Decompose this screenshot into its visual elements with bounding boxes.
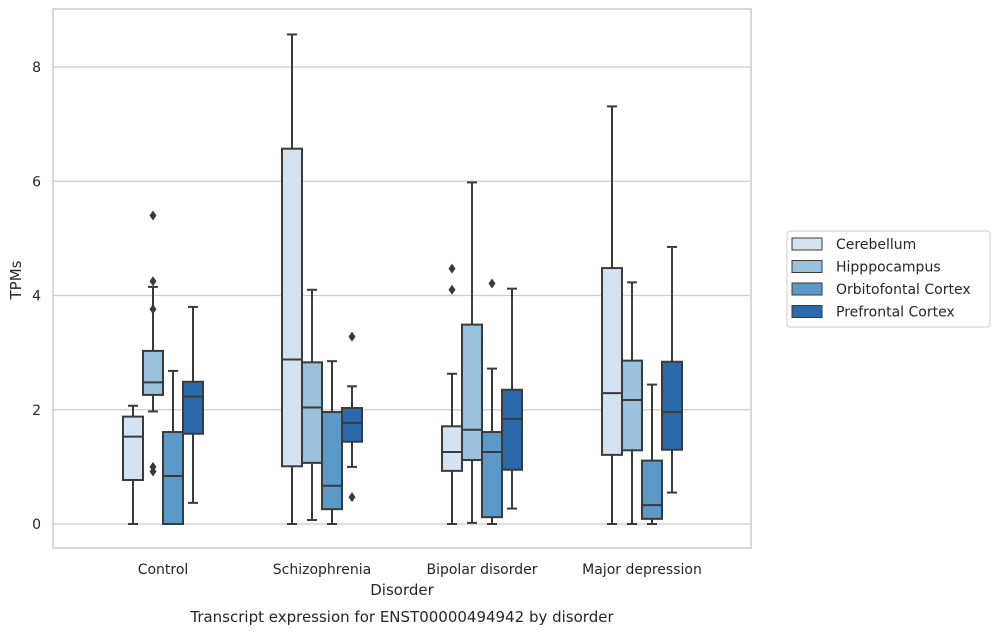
- x-tick-label: Bipolar disorder: [426, 562, 537, 578]
- box-orbitofontal-cortex-1: [321, 360, 343, 525]
- box-prefrontal-cortex-3: [661, 245, 683, 494]
- y-axis-label: TPMs: [7, 260, 25, 300]
- outlier-point: [348, 331, 356, 342]
- box-hipppocampus-3: [621, 281, 643, 525]
- outlier-point: [488, 278, 496, 289]
- box-body: [281, 147, 303, 468]
- box-body: [641, 459, 663, 520]
- outlier-point: [149, 461, 157, 472]
- legend-label: Prefrontal Cortex: [836, 305, 955, 321]
- box-orbitofontal-cortex-3: [641, 383, 663, 525]
- box-cerebellum-2: [441, 263, 463, 525]
- box-orbitofontal-cortex-2: [481, 278, 503, 525]
- box-body: [142, 349, 164, 396]
- box-orbitofontal-cortex-0: [162, 369, 184, 525]
- grid-lines: [53, 66, 751, 525]
- chart-title: Transcript expression for ENST0000049494…: [189, 608, 614, 626]
- y-tick-label: 8: [32, 60, 41, 76]
- box-body: [501, 388, 523, 471]
- box-body: [341, 407, 363, 443]
- x-axis-label: Disorder: [370, 581, 434, 599]
- x-tick-label: Major depression: [582, 562, 702, 578]
- box-cerebellum-0: [122, 404, 144, 525]
- box-body: [441, 425, 463, 472]
- legend-swatch: [791, 237, 823, 251]
- y-tick-label: 6: [32, 174, 41, 190]
- box-body: [481, 431, 503, 519]
- box-cerebellum-1: [281, 33, 303, 525]
- box-body: [122, 415, 144, 482]
- box-body: [461, 323, 483, 462]
- y-tick-label: 4: [32, 289, 41, 305]
- x-tick-label: Control: [138, 562, 189, 578]
- outlier-point: [149, 276, 157, 287]
- outlier-point: [448, 284, 456, 295]
- plot-marks: [122, 33, 683, 525]
- box-body: [601, 267, 623, 456]
- box-body: [162, 431, 184, 525]
- box-body: [661, 360, 683, 451]
- box-cerebellum-3: [601, 105, 623, 525]
- box-prefrontal-cortex-2: [501, 287, 523, 510]
- box-body: [321, 411, 343, 511]
- outlier-point: [149, 304, 157, 315]
- x-tick-labels: Control Schizophrenia Bipolar disorder Majo…: [138, 562, 702, 578]
- outlier-point: [348, 492, 356, 503]
- x-tick-label: Schizophrenia: [273, 562, 371, 578]
- outlier-point: [149, 210, 157, 221]
- legend-frame: [786, 230, 991, 328]
- legend-label: Hipppocampus: [836, 260, 941, 276]
- y-tick-label: 0: [32, 517, 41, 533]
- box-hipppocampus-0: [142, 210, 164, 477]
- legend-label: Orbitofontal Cortex: [836, 282, 971, 298]
- box-body: [301, 361, 323, 464]
- box-prefrontal-cortex-1: [341, 331, 363, 503]
- legend: Cerebellum Hipppocampus Orbitofontal Corte…: [786, 230, 991, 328]
- y-tick-label: 2: [32, 403, 41, 419]
- y-tick-labels: 0 2 4 6 8: [32, 60, 41, 533]
- plot-frame: [52, 8, 752, 549]
- legend-swatch: [791, 282, 823, 296]
- legend-swatch: [791, 305, 823, 318]
- box-prefrontal-cortex-0: [182, 305, 204, 504]
- outlier-point: [448, 263, 456, 274]
- legend-swatch: [791, 260, 823, 273]
- box-hipppocampus-1: [301, 288, 323, 522]
- box-body: [182, 380, 204, 435]
- legend-label: Cerebellum: [836, 237, 916, 253]
- box-body: [621, 359, 643, 452]
- box-hipppocampus-2: [461, 181, 483, 524]
